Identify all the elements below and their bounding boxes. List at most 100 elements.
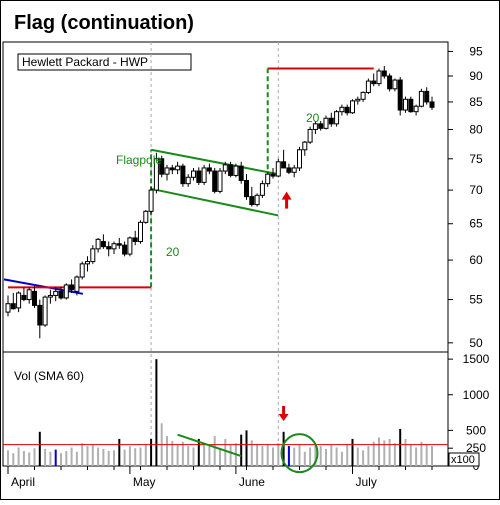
volume-label: Vol (SMA 60) (14, 369, 84, 383)
candle-body (392, 79, 398, 90)
symbol-box (17, 53, 192, 71)
candle-body (350, 100, 355, 114)
candle-body (26, 289, 32, 301)
candle-body (175, 165, 181, 171)
candle-body (47, 294, 53, 298)
breakout-volume-circle (280, 433, 319, 474)
candle-body (58, 290, 64, 299)
candle-body (16, 292, 22, 309)
volume-downtrend-line (177, 433, 242, 457)
volume-tick-label: 1500 (463, 352, 490, 366)
candle-body (397, 79, 403, 111)
candle-body (286, 167, 292, 173)
candle-body (249, 196, 255, 206)
candle-body (355, 98, 361, 102)
candle-body (307, 128, 313, 143)
candle-body (291, 167, 297, 173)
candle-body (85, 261, 90, 265)
candle-body (148, 189, 154, 212)
candle-body (270, 173, 276, 177)
month-label: April (11, 475, 35, 489)
candle-body (339, 106, 345, 113)
pattern-overlays (3, 67, 374, 295)
price-tick-label: 95 (469, 44, 483, 58)
candle-body (413, 105, 419, 113)
price-axis: 50 55 60 65 70 75 80 85 90 95 (448, 44, 483, 350)
candle-body (95, 238, 101, 250)
candle-body (53, 290, 59, 296)
candle-body (159, 158, 165, 175)
volume-tick-label: 500 (466, 423, 486, 437)
candle-body (106, 246, 112, 250)
candle-body (90, 248, 96, 263)
projection-height-label: 20 (306, 111, 320, 125)
candle-body (429, 101, 435, 108)
volume-multiplier: x100 (451, 454, 475, 466)
candle-body (228, 164, 234, 176)
candle-body (381, 70, 387, 77)
volume-tick-label: 1000 (463, 388, 490, 402)
candle-body (217, 170, 223, 192)
candle-body (74, 276, 80, 292)
candle-body (424, 90, 430, 103)
candle-body (122, 244, 128, 255)
candle-body (312, 123, 318, 130)
candle-body (79, 263, 85, 278)
candle-body (132, 237, 138, 243)
candle-body (143, 210, 149, 223)
price-tick-label: 70 (469, 183, 483, 197)
month-label: May (133, 475, 156, 489)
candle-body (138, 221, 143, 243)
candle-body (297, 149, 302, 169)
candle-body (37, 304, 43, 326)
price-tick-label: 90 (469, 69, 483, 83)
candle-body (281, 161, 287, 169)
candle-body (275, 161, 281, 177)
price-tick-label: 65 (469, 217, 483, 231)
candle-body (265, 173, 271, 185)
candle-body (164, 167, 170, 175)
candle-body (238, 165, 244, 181)
candle-body (100, 241, 106, 248)
candle-body (63, 284, 69, 299)
month-label: June (239, 475, 265, 489)
candle-body (127, 237, 133, 255)
candle-body (233, 165, 239, 176)
flag-lower-line (150, 187, 279, 217)
flag-upper-line (150, 148, 279, 176)
candle-body (196, 170, 202, 183)
volume-multiplier-box (448, 452, 480, 467)
candle-body (365, 80, 371, 93)
price-tick-label: 50 (469, 336, 483, 350)
candle-body (42, 296, 48, 326)
volume-bars (3, 359, 448, 474)
candle-body (169, 167, 175, 171)
breakout-arrow-head (281, 191, 292, 200)
price-tick-label: 85 (469, 95, 483, 109)
candle-body (371, 80, 377, 85)
candle-body (344, 106, 350, 114)
candle-body (153, 158, 159, 191)
month-label: July (356, 475, 377, 489)
flagpole-label: Flagpole (116, 153, 162, 167)
candle-body (254, 194, 260, 206)
candle-body (244, 179, 249, 198)
candle-body (334, 111, 340, 125)
price-tick-label: 80 (469, 122, 483, 136)
price-tick-label: 60 (469, 253, 483, 267)
candlesticks (5, 66, 435, 339)
candle-body (206, 167, 212, 172)
candle-body (212, 170, 218, 192)
candle-body (116, 243, 122, 246)
candle-body (387, 75, 393, 90)
candle-body (69, 284, 75, 291)
chart-title: Flag (continuation) (14, 12, 194, 34)
candle-body (180, 165, 186, 185)
candle-body (21, 294, 27, 301)
price-tick-label: 55 (469, 293, 483, 307)
candle-body (185, 176, 191, 185)
candle-body (191, 170, 196, 178)
